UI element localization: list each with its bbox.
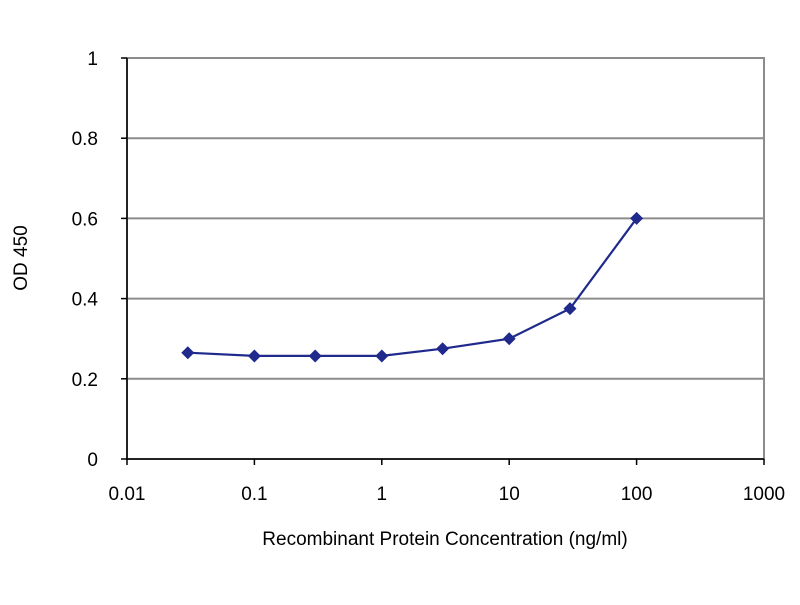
y-tick-label-2: 0.4 [72, 290, 99, 311]
data-point-6 [563, 302, 577, 316]
axes [121, 57, 765, 465]
data-point-3 [375, 349, 389, 363]
data-point-4 [436, 342, 450, 356]
data-point-5 [502, 332, 516, 346]
x-tick-label-1: 0.1 [241, 484, 267, 505]
plot-area [126, 57, 765, 460]
y-axis-title: OD 450 [11, 225, 32, 290]
y-tick-label-0: 0 [87, 450, 98, 471]
tick-labels: 0 0.2 0.4 0.6 0.8 1 0.01 0.1 1 10 100 1000 [72, 49, 786, 505]
x-tick-label-2: 1 [377, 484, 388, 505]
y-tick-label-3: 0.6 [72, 209, 98, 230]
y-tick-label-1: 0.2 [72, 370, 98, 391]
data-point-1 [247, 349, 261, 363]
y-tick-label-5: 1 [87, 49, 98, 70]
gridlines [127, 137, 764, 380]
y-tick-label-4: 0.8 [72, 129, 98, 150]
data-series [181, 211, 644, 363]
x-tick-label-3: 10 [499, 484, 520, 505]
data-point-7 [630, 211, 644, 225]
x-tick-label-4: 100 [621, 484, 653, 505]
x-tick-label-5: 1000 [743, 484, 785, 505]
data-point-0 [181, 346, 195, 360]
data-point-2 [308, 349, 322, 363]
x-axis-title: Recombinant Protein Concentration (ng/ml… [262, 529, 627, 550]
x-tick-label-0: 0.01 [109, 484, 146, 505]
series-line-0 [187, 217, 638, 357]
